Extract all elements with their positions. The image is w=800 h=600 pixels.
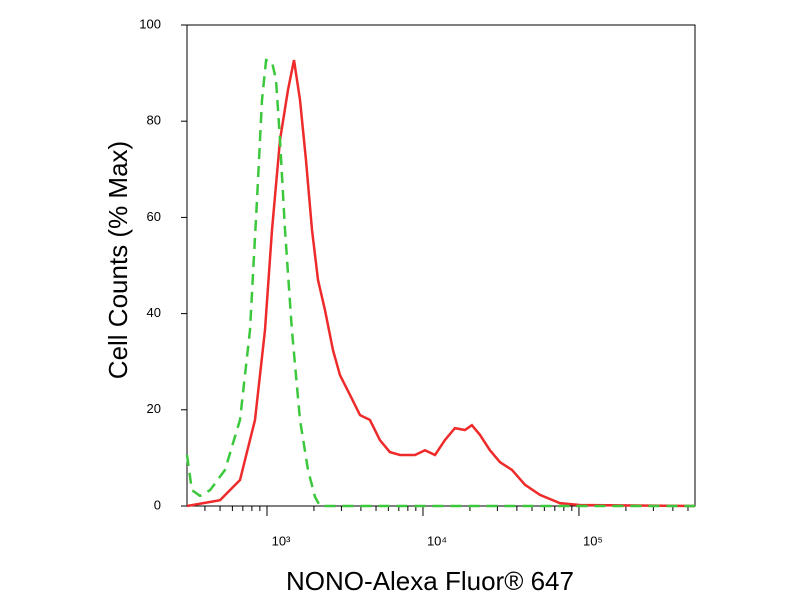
x-tick-label: 10⁵ <box>583 533 603 548</box>
y-tick-label: 100 <box>139 16 161 31</box>
y-axis-title: Cell Counts (% Max) <box>103 141 133 379</box>
y-tick-label: 0 <box>154 497 161 512</box>
y-tick-label: 20 <box>147 401 161 416</box>
x-axis-title: NONO-Alexa Fluor® 647 <box>286 566 574 596</box>
y-tick-label: 80 <box>147 113 161 128</box>
x-tick-label: 10³ <box>272 533 291 548</box>
y-tick-label: 40 <box>147 305 161 320</box>
series-line <box>185 58 695 508</box>
y-tick-label: 60 <box>147 209 161 224</box>
series-line <box>186 59 696 508</box>
x-tick-label: 10⁴ <box>427 533 447 548</box>
